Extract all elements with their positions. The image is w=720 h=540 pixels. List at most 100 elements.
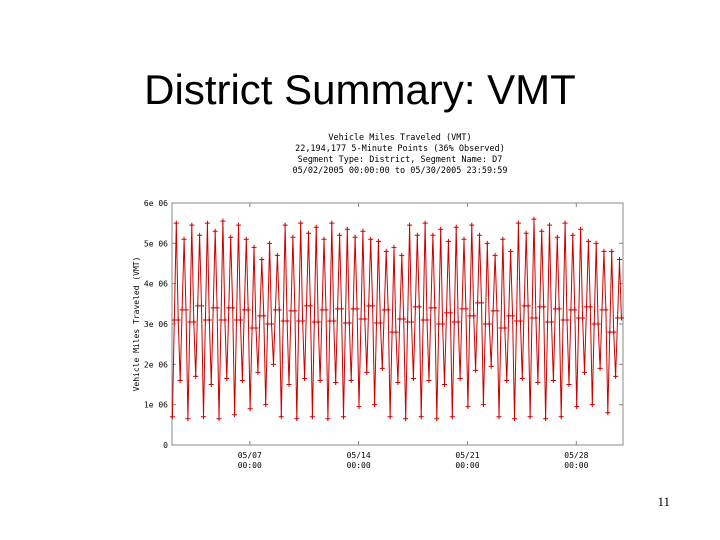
data-point-marker (562, 220, 568, 226)
data-point-marker (375, 238, 381, 244)
data-point-marker (204, 220, 210, 226)
data-point-marker (329, 220, 335, 226)
data-point-marker (453, 224, 459, 230)
data-point-marker (344, 226, 350, 232)
slide-title: District Summary: VMT (144, 66, 576, 113)
data-point-marker (232, 412, 238, 418)
data-point-marker (593, 240, 599, 246)
data-point-marker (523, 230, 529, 236)
data-point-marker (177, 377, 183, 383)
data-point-marker (580, 315, 586, 321)
data-point-marker (395, 379, 401, 385)
data-point-marker (292, 308, 298, 314)
data-point-marker (243, 236, 249, 242)
x-tick-label: 00:00 (455, 461, 479, 470)
data-point-marker (548, 319, 554, 325)
data-point-marker (510, 313, 516, 319)
data-point-marker (401, 316, 407, 322)
data-point-marker (300, 318, 306, 324)
data-point-marker (197, 232, 203, 238)
data-point-marker (323, 307, 329, 313)
data-point-marker (372, 402, 378, 408)
data-point-marker (539, 228, 545, 234)
data-point-marker (385, 307, 391, 313)
data-point-marker (408, 319, 414, 325)
data-point-marker (440, 321, 446, 327)
data-point-marker (457, 375, 463, 381)
data-point-marker (269, 321, 275, 327)
data-point-marker (517, 318, 523, 324)
y-axis-label: Vehicle Miles Traveled (VMT) (132, 257, 141, 392)
data-point-marker (216, 416, 222, 422)
data-point-marker (473, 367, 479, 373)
data-point-marker (480, 402, 486, 408)
data-point-marker (416, 304, 422, 310)
data-point-marker (191, 319, 197, 325)
data-point-marker (605, 410, 611, 416)
data-point-marker (270, 361, 276, 367)
data-point-marker (399, 252, 405, 258)
data-point-marker (206, 317, 212, 323)
data-point-marker (309, 414, 315, 420)
data-point-marker (508, 248, 514, 254)
data-point-marker (391, 244, 397, 250)
data-point-marker (543, 416, 549, 422)
x-tick-label: 05/21 (455, 451, 479, 460)
data-point-marker (362, 316, 368, 322)
data-point-marker (512, 416, 518, 422)
data-point-marker (558, 414, 564, 420)
data-point-marker (377, 320, 383, 326)
data-point-marker (609, 248, 615, 254)
data-point-marker (471, 313, 477, 319)
data-point-marker (284, 318, 290, 324)
x-tick-label: 05/07 (238, 451, 262, 460)
y-tick-label: 2e 06 (144, 360, 168, 369)
chart-title-line: Segment Type: District, Segment Name: D7 (298, 155, 503, 165)
data-point-marker (259, 256, 265, 262)
data-point-marker (424, 317, 430, 323)
data-point-marker (492, 252, 498, 258)
data-point-marker (422, 220, 428, 226)
data-point-marker (432, 305, 438, 311)
data-point-marker (556, 306, 562, 312)
data-point-marker (393, 329, 399, 335)
data-point-marker (302, 375, 308, 381)
data-point-marker (500, 236, 506, 242)
data-point-marker (286, 382, 292, 387)
data-point-marker (461, 236, 467, 242)
data-point-marker (442, 382, 448, 387)
data-point-marker (237, 317, 243, 323)
chart-title: Vehicle Miles Traveled (VMT)22,194,177 5… (293, 133, 508, 176)
data-point-marker (169, 414, 175, 420)
data-point-marker (535, 379, 541, 385)
data-point-marker (212, 228, 218, 234)
data-point-marker (348, 377, 354, 383)
data-point-marker (346, 320, 352, 326)
data-point-marker (572, 307, 578, 313)
data-point-marker (383, 248, 389, 254)
data-point-marker (438, 226, 444, 232)
data-point-marker (294, 416, 300, 422)
data-point-marker (434, 416, 440, 422)
data-point-marker (235, 222, 241, 228)
y-axis-ticks: 0 1e 06 2e 06 3e 06 4e 06 5e 06 6e 06 (144, 199, 623, 450)
page-number: 11 (657, 494, 670, 509)
data-point-marker (617, 256, 623, 262)
data-point-marker (255, 369, 261, 375)
x-tick-label: 00:00 (347, 461, 371, 470)
data-point-marker (403, 416, 409, 422)
y-tick-label: 1e 06 (144, 401, 168, 410)
data-point-marker (313, 224, 319, 230)
data-point-marker (578, 226, 584, 232)
data-point-marker (589, 402, 595, 408)
data-point-marker (449, 414, 455, 420)
chart-title-line: 05/02/2005 00:00:00 to 05/30/2005 23:59:… (293, 166, 508, 176)
data-point-marker (496, 414, 502, 420)
data-point-marker (282, 222, 288, 228)
x-tick-label: 00:00 (564, 461, 588, 470)
data-point-marker (354, 306, 360, 312)
data-point-marker (570, 232, 576, 238)
data-point-marker (407, 222, 413, 228)
series-layer (169, 216, 624, 422)
